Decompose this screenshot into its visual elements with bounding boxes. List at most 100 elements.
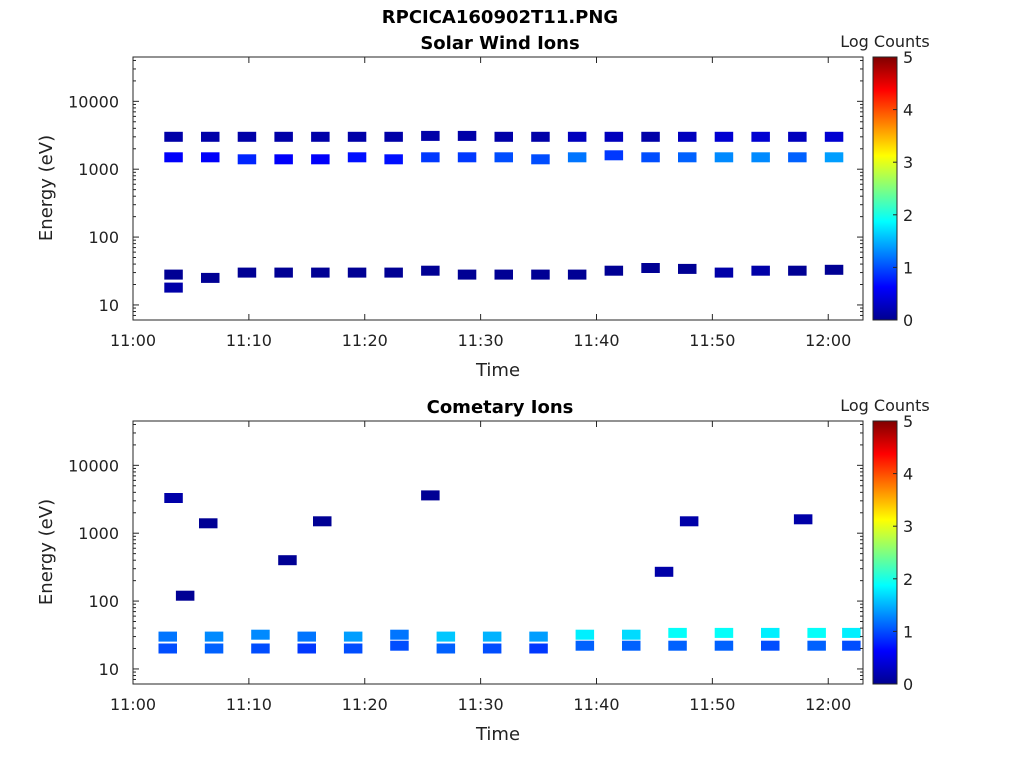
figure-title: RPCICA160902T11.PNG	[382, 7, 618, 28]
heatmap-cell	[278, 555, 297, 566]
x-tick-label: 11:30	[458, 695, 504, 714]
x-tick-label: 11:00	[110, 695, 156, 714]
colorbar-tick-label: 1	[903, 258, 913, 277]
x-tick-label: 11:00	[110, 331, 156, 350]
y-tick-label: 100	[88, 592, 119, 611]
x-tick-label: 11:40	[573, 695, 619, 714]
x-tick-label: 11:30	[458, 331, 504, 350]
heatmap-cell	[204, 631, 224, 642]
y-axis-ticks: 10 100 1000 10000	[68, 59, 863, 321]
heatmap-cell	[529, 643, 548, 654]
heatmap-cell	[199, 518, 218, 529]
colorbar	[872, 420, 898, 685]
heatmap-cell	[761, 640, 780, 651]
heatmap-cell	[807, 627, 826, 638]
y-axis-label: Energy (eV)	[36, 499, 57, 605]
x-axis-ticks: 11:00 11:10 11:20 11:30 11:40 11:50 12:00	[110, 57, 851, 350]
heatmap-cell	[421, 152, 440, 163]
heatmap-cell	[175, 590, 195, 601]
heatmap-cell	[390, 640, 409, 651]
heatmap-cell	[164, 493, 183, 503]
colorbar	[872, 56, 898, 321]
panel-title: Solar Wind Ions	[420, 33, 579, 54]
heatmap-cell	[575, 640, 595, 651]
heatmap-cell	[297, 643, 316, 654]
heatmap-cell	[237, 131, 257, 142]
panel-solar-wind: Solar Wind Ions 11:00 11:10 11:20 11:30 11:4…	[36, 32, 930, 381]
heatmap-cell	[158, 631, 177, 642]
x-tick-label: 11:10	[226, 695, 272, 714]
heatmap-cell	[274, 131, 293, 142]
heatmap-cell	[751, 265, 770, 276]
colorbar-label: Log Counts	[840, 396, 930, 415]
colorbar-tick-label: 1	[903, 622, 913, 641]
x-tick-label: 11:50	[689, 695, 735, 714]
y-tick-label: 100	[88, 228, 119, 247]
heatmap-cell	[788, 265, 807, 276]
heatmap-cell	[201, 131, 220, 142]
panel-title: Cometary Ions	[427, 397, 574, 418]
x-tick-label: 11:10	[226, 331, 272, 350]
heatmap-cells	[158, 490, 861, 654]
heatmap-cell	[678, 152, 697, 163]
x-tick-label: 12:00	[805, 695, 851, 714]
heatmap-cell	[164, 152, 183, 163]
colorbar-tick-label: 5	[903, 412, 913, 431]
heatmap-cell	[531, 131, 550, 142]
heatmap-cell	[457, 152, 477, 163]
x-tick-label: 11:20	[342, 695, 388, 714]
heatmap-cell	[842, 640, 861, 651]
y-tick-label: 1000	[78, 524, 119, 543]
y-axis-ticks: 10 100 1000 10000	[68, 423, 863, 685]
heatmap-cell	[714, 267, 734, 278]
heatmap-cell	[714, 152, 734, 163]
x-axis-label: Time	[475, 724, 520, 745]
x-axis-ticks: 11:00 11:10 11:20 11:30 11:40 11:50 12:00	[110, 421, 851, 714]
heatmap-cell	[347, 131, 367, 142]
heatmap-cell	[482, 631, 502, 642]
heatmap-cell	[788, 152, 807, 163]
heatmap-cell	[384, 267, 403, 278]
heatmap-cell	[274, 154, 293, 165]
heatmap-cell	[313, 516, 332, 527]
colorbar-tick-label: 0	[903, 311, 913, 330]
heatmap-cell	[531, 269, 550, 280]
heatmap-cell	[714, 640, 734, 651]
x-tick-label: 12:00	[805, 331, 851, 350]
x-tick-label: 11:40	[573, 331, 619, 350]
colorbar-label: Log Counts	[840, 32, 930, 51]
heatmap-cell	[494, 152, 513, 163]
colorbar-tick-label: 3	[903, 517, 913, 536]
colorbar-tick-label: 0	[903, 675, 913, 694]
heatmap-cell	[436, 643, 456, 654]
colorbar-ticks: 0 1 2 3 4 5	[893, 412, 913, 694]
heatmap-cell	[679, 516, 699, 527]
y-tick-label: 10	[99, 296, 119, 315]
heatmap-cell	[641, 131, 660, 142]
heatmap-cell	[531, 154, 550, 165]
heatmap-cell	[793, 514, 813, 525]
heatmap-cell	[641, 263, 660, 273]
heatmap-cell	[158, 643, 177, 654]
heatmap-cell	[482, 643, 502, 654]
heatmap-cell	[678, 263, 697, 274]
heatmap-cell	[668, 640, 687, 651]
heatmap-cell	[842, 627, 861, 638]
y-tick-label: 1000	[78, 160, 119, 179]
plot-frame	[132, 56, 864, 321]
heatmap-cell	[204, 643, 224, 654]
panel-cometary: Cometary Ions 11:00 11:10 11:20 11:30 11:40 1…	[36, 396, 930, 745]
heatmap-cell	[201, 152, 220, 163]
y-tick-label: 10000	[68, 92, 119, 111]
heatmap-cell	[641, 152, 660, 163]
heatmap-cell	[237, 154, 257, 165]
heatmap-cell	[788, 131, 807, 142]
heatmap-cell	[384, 131, 403, 142]
heatmap-cell	[436, 631, 456, 642]
heatmap-cell	[457, 269, 477, 280]
heatmap-cells	[164, 130, 844, 293]
heatmap-cell	[567, 152, 587, 163]
heatmap-cell	[384, 154, 403, 165]
colorbar-ticks: 0 1 2 3 4 5	[893, 48, 913, 330]
